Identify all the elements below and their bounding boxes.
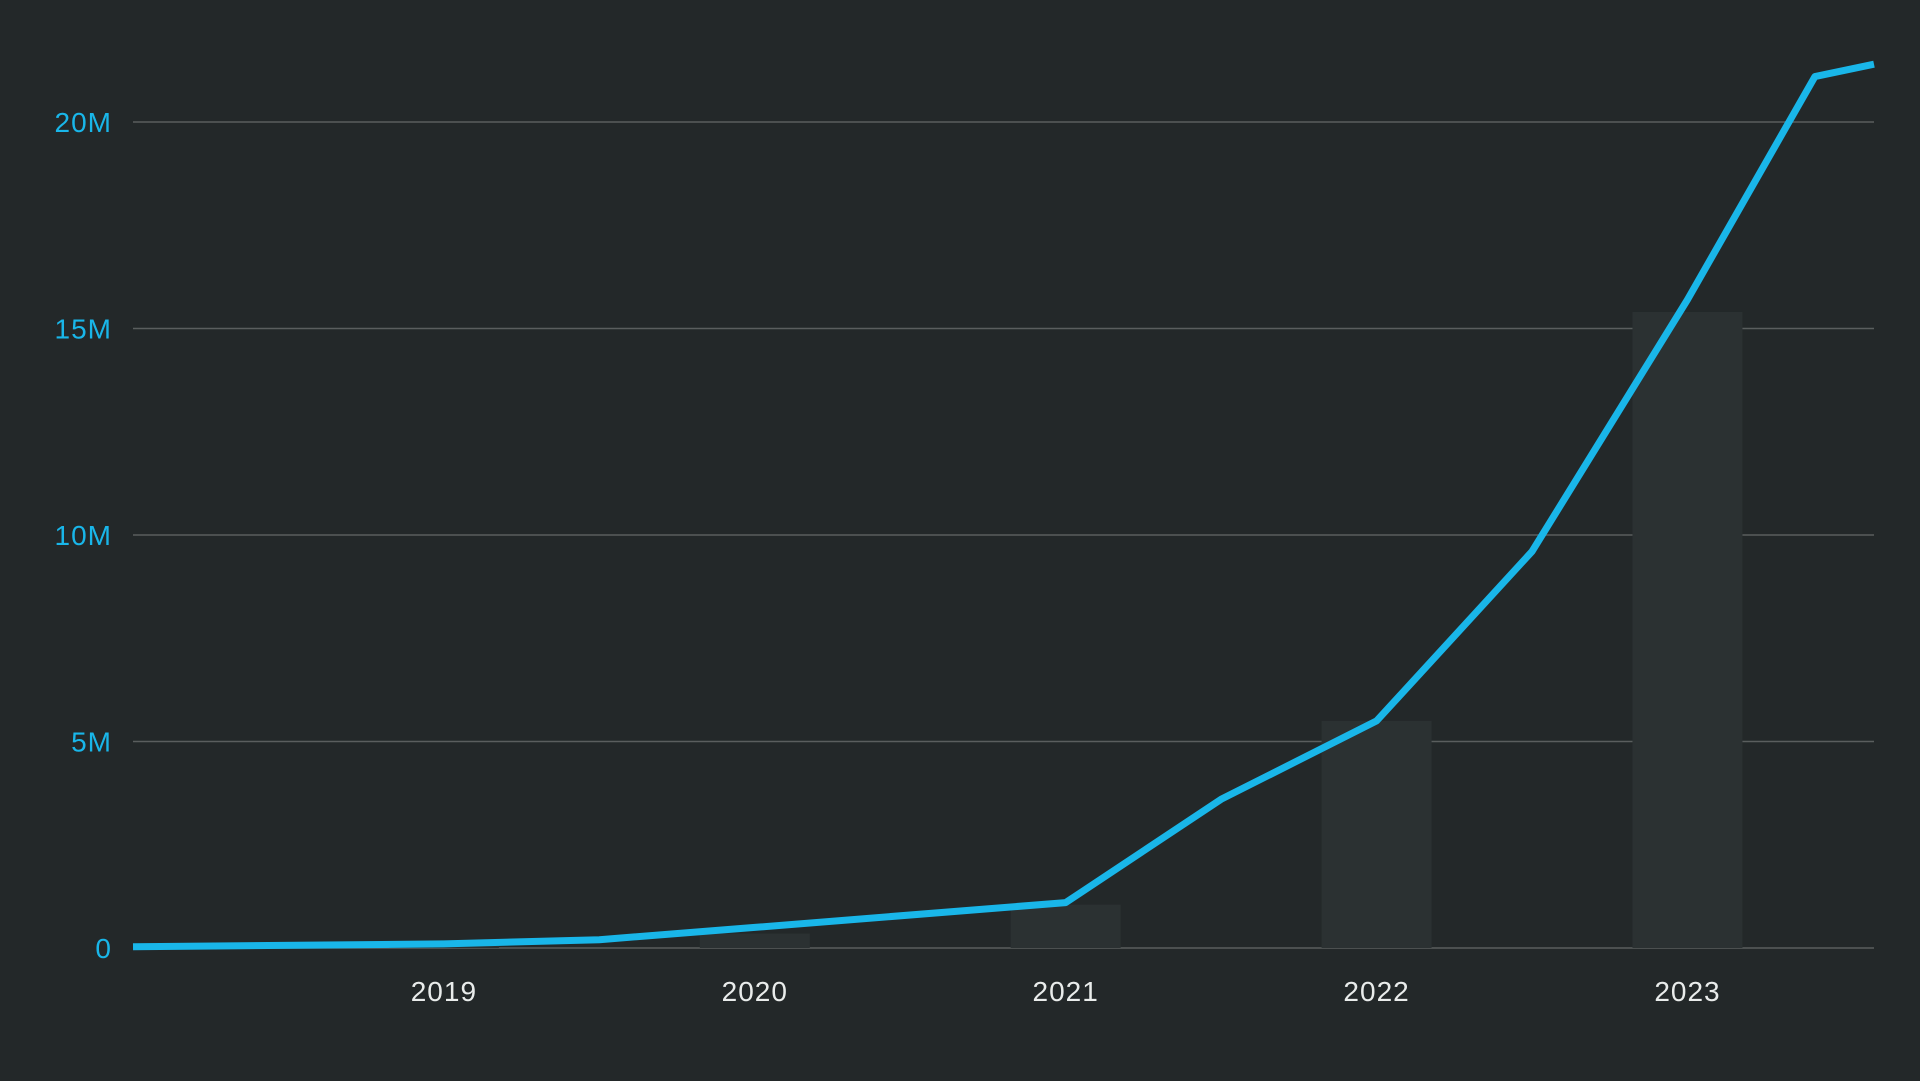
bar-2021 (1010, 904, 1121, 948)
bar-2020 (699, 933, 810, 948)
x-axis-labels-group: 2019 2020 2021 2022 2023 (411, 976, 1720, 1007)
y-axis-labels-group: 0 5M 10M 15M 20M (55, 107, 112, 964)
x-axis-label-2020: 2020 (722, 976, 788, 1007)
x-axis-label-2019: 2019 (411, 976, 477, 1007)
bar-2022 (1321, 720, 1432, 948)
x-axis-label-2021: 2021 (1033, 976, 1099, 1007)
y-axis-label-15M: 15M (55, 314, 112, 345)
y-axis-label-10M: 10M (55, 520, 112, 551)
y-axis-label-20M: 20M (55, 107, 112, 138)
y-axis-label-0: 0 (95, 933, 112, 964)
cumulative-growth-line (132, 60, 1875, 951)
x-axis-label-2023: 2023 (1654, 976, 1720, 1007)
bar-2023 (1632, 311, 1743, 949)
bars-group (388, 311, 1743, 949)
y-axis-label-5M: 5M (71, 727, 112, 758)
gridlines-group (133, 121, 1874, 949)
trend-line-group (132, 60, 1875, 951)
x-axis-label-2022: 2022 (1343, 976, 1409, 1007)
